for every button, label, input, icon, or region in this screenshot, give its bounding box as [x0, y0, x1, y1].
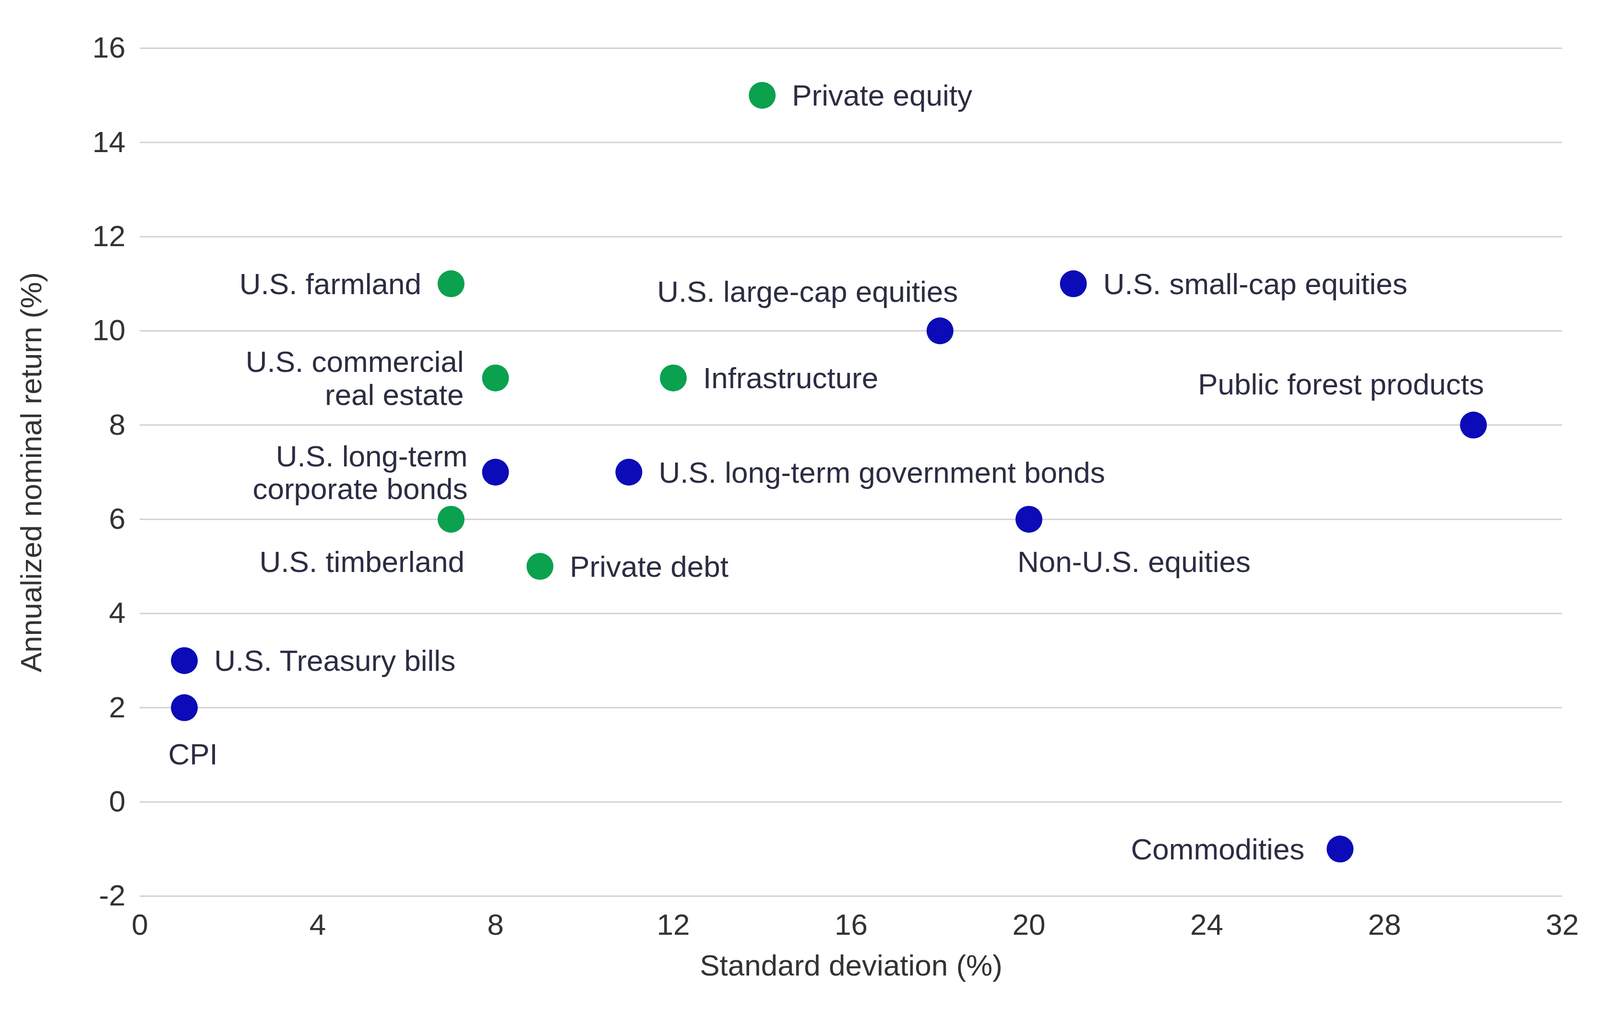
svg-text:Annualized nominal return (%): Annualized nominal return (%): [14, 272, 48, 673]
svg-text:U.S. commercialreal estate: U.S. commercialreal estate: [245, 345, 465, 411]
svg-text:Private equity: Private equity: [791, 78, 973, 112]
svg-text:U.S. large-cap equities: U.S. large-cap equities: [656, 274, 958, 309]
svg-text:16: 16: [92, 30, 126, 64]
svg-text:0: 0: [131, 907, 148, 942]
svg-text:U.S. farmland: U.S. farmland: [239, 267, 422, 301]
svg-text:6: 6: [108, 501, 126, 536]
svg-text:10: 10: [92, 313, 126, 347]
svg-text:U.S. long-term government bond: U.S. long-term government bonds: [658, 455, 1105, 490]
svg-text:Standard deviation (%): Standard deviation (%): [699, 948, 1003, 982]
svg-text:U.S. Treasury bills: U.S. Treasury bills: [214, 644, 456, 678]
svg-text:Commodities: Commodities: [1131, 832, 1305, 866]
svg-text:2: 2: [108, 690, 126, 724]
svg-text:20: 20: [1012, 907, 1046, 942]
svg-text:Non-U.S. equities: Non-U.S. equities: [1017, 545, 1251, 579]
svg-text:Private debt: Private debt: [569, 549, 729, 584]
svg-text:CPI: CPI: [167, 737, 218, 771]
svg-text:U.S. small-cap equities: U.S. small-cap equities: [1103, 267, 1408, 301]
svg-text:24: 24: [1190, 907, 1224, 942]
svg-text:Public forest products: Public forest products: [1197, 367, 1484, 401]
svg-text:8: 8: [487, 907, 504, 942]
svg-text:U.S. long-termcorporate bonds: U.S. long-termcorporate bonds: [252, 439, 468, 506]
svg-text:32: 32: [1545, 907, 1579, 942]
svg-text:12: 12: [92, 219, 126, 253]
svg-text:0: 0: [108, 784, 126, 818]
svg-text:12: 12: [656, 907, 691, 942]
svg-text:8: 8: [108, 407, 126, 442]
svg-text:16: 16: [834, 907, 868, 942]
svg-text:28: 28: [1368, 907, 1402, 942]
svg-text:4: 4: [309, 907, 326, 942]
svg-text:4: 4: [108, 596, 126, 630]
svg-text:14: 14: [92, 125, 126, 159]
svg-text:-2: -2: [98, 878, 126, 912]
svg-text:U.S. timberland: U.S. timberland: [259, 545, 465, 579]
svg-text:Infrastructure: Infrastructure: [703, 361, 879, 395]
